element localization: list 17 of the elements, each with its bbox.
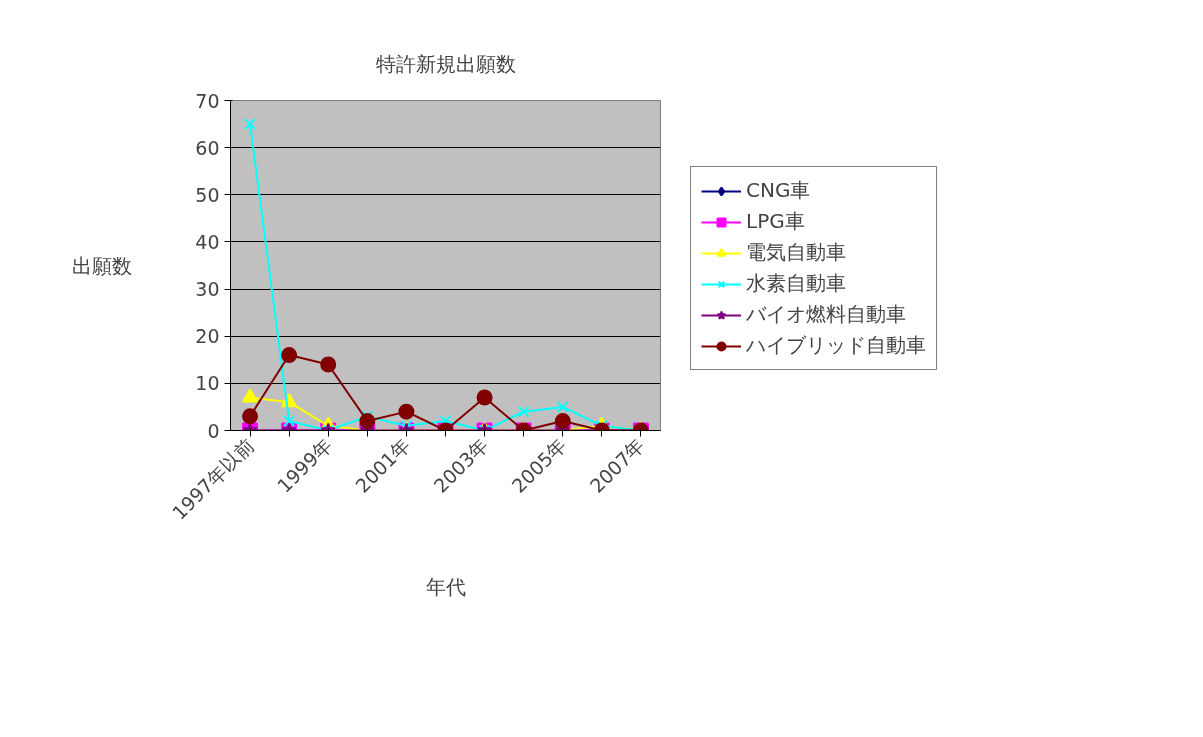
y-tick-label: 60 (195, 136, 220, 159)
legend-label: CNG車 (746, 177, 811, 204)
legend-label: ハイブリッド自動車 (746, 332, 926, 359)
y-tick-label: 0 (207, 419, 220, 442)
legend-label: バイオ燃料自動車 (746, 301, 906, 328)
y-tick-label: 50 (195, 183, 220, 206)
x-axis-title: 年代 (425, 574, 466, 599)
legend-label: LPG車 (746, 208, 805, 235)
y-tick-label: 30 (195, 278, 220, 301)
y-axis-title: 出願数 (72, 253, 133, 278)
chart-title: 特許新規出願数 (375, 51, 516, 76)
y-tick-label: 70 (195, 89, 220, 112)
legend-label: 水素自動車 (746, 270, 846, 297)
y-tick-label: 10 (195, 372, 220, 395)
y-tick-label: 20 (195, 325, 220, 348)
legend-label: 電気自動車 (746, 239, 846, 266)
y-tick-label: 40 (195, 230, 220, 253)
